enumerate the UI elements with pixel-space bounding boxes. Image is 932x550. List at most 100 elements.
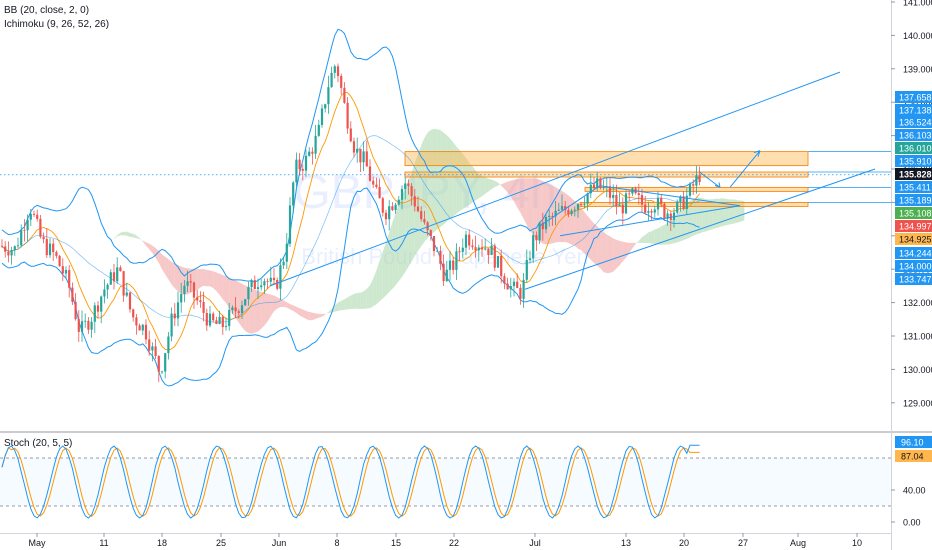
candle-body bbox=[324, 104, 327, 109]
cloud-bearish-segment bbox=[603, 231, 607, 274]
cloud-bullish-segment bbox=[446, 135, 450, 222]
candle-body bbox=[202, 302, 205, 313]
price-tick-label: 132.000 bbox=[903, 298, 932, 308]
candle-body bbox=[650, 211, 653, 213]
ichimoku-conversion-line bbox=[1, 91, 700, 351]
candle-body bbox=[580, 204, 583, 205]
cloud-bullish-segment bbox=[450, 138, 454, 219]
candle-body bbox=[138, 325, 141, 331]
cloud-bullish-segment bbox=[651, 229, 655, 245]
cloud-bullish-segment bbox=[482, 175, 486, 197]
candle-body bbox=[340, 76, 343, 88]
candle-body bbox=[688, 184, 692, 196]
candle-body bbox=[359, 148, 362, 163]
candle-body bbox=[493, 245, 496, 268]
candle-body bbox=[192, 282, 196, 298]
channel-upper-line bbox=[269, 71, 841, 287]
cloud-bearish-segment bbox=[622, 241, 626, 262]
trend-drawings[interactable] bbox=[269, 71, 876, 290]
triangle-upper-line-2 bbox=[599, 185, 741, 207]
cloud-bearish-segment bbox=[619, 240, 623, 266]
price-label-badge bbox=[895, 194, 932, 206]
cloud-bullish-segment bbox=[491, 179, 495, 190]
cloud-bullish-segment bbox=[667, 220, 671, 245]
time-tick-label: 27 bbox=[738, 538, 748, 548]
cloud-bearish-segment bbox=[293, 305, 297, 314]
cloud-bearish-segment bbox=[523, 178, 527, 226]
candle-body bbox=[426, 222, 429, 231]
candle-body bbox=[464, 234, 468, 248]
price-label-text: 137.138 bbox=[899, 106, 932, 116]
cloud-bullish-segment bbox=[360, 291, 364, 310]
cloud-bullish-segment bbox=[430, 128, 434, 235]
candle-body bbox=[39, 218, 42, 237]
time-scale[interactable]: May 11 18 25 Jun 8 15 22 Jul 13 20 27 Aug 10 bbox=[28, 533, 862, 548]
candle-body bbox=[442, 263, 445, 282]
bb-upper-band bbox=[1, 28, 700, 283]
candle-body bbox=[167, 336, 170, 354]
candle-body bbox=[231, 307, 234, 310]
candle-body bbox=[333, 66, 336, 73]
stoch-scale[interactable]: 40.00 0.00 96.10 87.04 bbox=[891, 436, 932, 528]
cloud-bullish-segment bbox=[376, 260, 380, 305]
cloud-bullish-segment bbox=[350, 293, 354, 310]
cloud-bullish-segment bbox=[722, 198, 726, 227]
candle-body bbox=[71, 287, 74, 302]
candle-body bbox=[183, 285, 186, 295]
cloud-bullish-segment bbox=[706, 199, 710, 232]
cloud-bullish-segment bbox=[648, 231, 652, 244]
price-label-text: 135.108 bbox=[899, 209, 932, 219]
cloud-bearish-segment bbox=[632, 242, 636, 249]
candle-body bbox=[666, 213, 669, 219]
cloud-bullish-segment bbox=[658, 226, 662, 245]
candle-body bbox=[218, 316, 221, 324]
candle-body bbox=[176, 302, 180, 319]
stoch-legend[interactable]: Stoch (20, 5, 5) bbox=[4, 438, 73, 449]
cloud-bearish-segment bbox=[526, 178, 530, 231]
candle-body bbox=[368, 166, 372, 181]
candle-body bbox=[36, 214, 39, 219]
candle-body bbox=[74, 301, 77, 320]
price-tick-label: 130.000 bbox=[903, 365, 932, 375]
candle-body bbox=[503, 276, 506, 284]
cloud-bullish-segment bbox=[635, 240, 639, 245]
price-labels: 137.658 137.138 136.524 136.103 136.010 135.9… bbox=[895, 91, 932, 285]
cloud-bearish-segment bbox=[318, 313, 322, 318]
cloud-bearish-segment bbox=[530, 178, 534, 235]
candle-body bbox=[362, 151, 365, 163]
stoch-d-line bbox=[1, 446, 700, 518]
bb-legend[interactable]: BB (20, close, 2, 0) bbox=[4, 5, 90, 16]
time-tick-label: 22 bbox=[449, 538, 459, 548]
candle-body bbox=[87, 320, 90, 330]
candle-body bbox=[525, 259, 528, 280]
price-label-text: 135.189 bbox=[899, 196, 932, 206]
candle-body bbox=[624, 193, 628, 214]
candle-body bbox=[599, 178, 602, 189]
cloud-bullish-segment bbox=[117, 232, 121, 237]
cloud-bullish-segment bbox=[126, 231, 130, 237]
candle-body bbox=[596, 178, 599, 189]
channel-lower-line bbox=[524, 168, 876, 290]
cloud-bearish-segment bbox=[315, 313, 319, 320]
cloud-bearish-segment bbox=[251, 288, 255, 334]
cloud-bullish-segment bbox=[498, 182, 502, 186]
candle-body bbox=[378, 186, 381, 199]
candle-body bbox=[80, 321, 84, 332]
cloud-bearish-segment bbox=[197, 269, 201, 291]
candle-body bbox=[356, 148, 359, 153]
cloud-bearish-segment bbox=[299, 308, 303, 318]
candle-body bbox=[240, 305, 244, 313]
price-label-badge bbox=[895, 220, 932, 232]
ichimoku-legend[interactable]: Ichimoku (9, 26, 52, 26) bbox=[4, 19, 110, 30]
cloud-bearish-segment bbox=[158, 250, 162, 270]
candle-body bbox=[244, 299, 247, 306]
candle-body bbox=[346, 102, 349, 129]
price-label-text: 133.747 bbox=[899, 275, 932, 285]
candle-body bbox=[279, 265, 282, 289]
cloud-bearish-segment bbox=[578, 204, 582, 251]
cloud-bearish-segment bbox=[274, 295, 278, 312]
candle-body bbox=[397, 199, 400, 205]
candle-body bbox=[196, 297, 199, 301]
price-tick-label: 131.000 bbox=[903, 332, 932, 342]
